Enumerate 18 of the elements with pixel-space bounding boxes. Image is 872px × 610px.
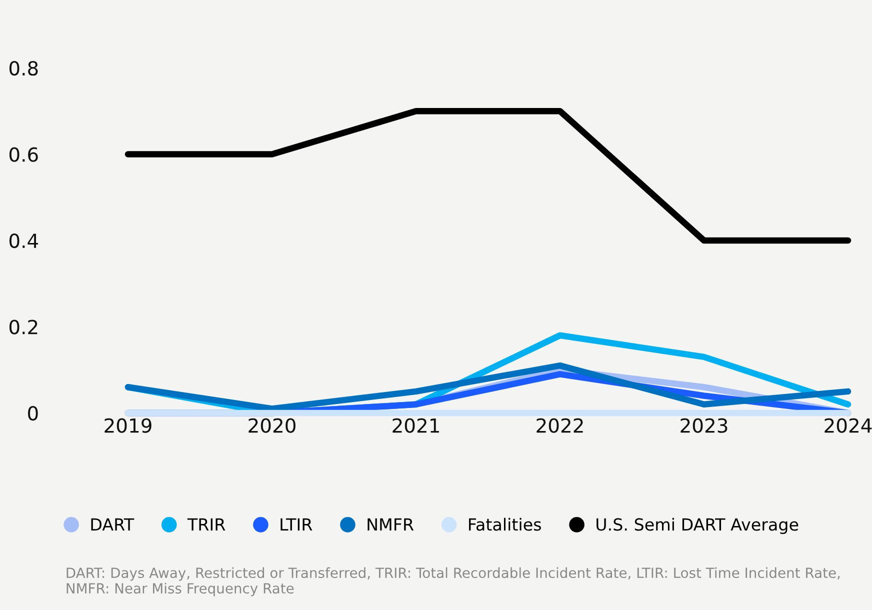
legend-label: U.S. Semi DART Average — [596, 518, 798, 534]
text: DART: Days Away, Restricted or Transferred, TRIR: Total Recordable Incident Rate, LTIR: Lost Time Incident Rate, NMFR: Near Miss Frequency Rate — [66, 567, 840, 596]
y-tick-label: 0.8 — [9, 60, 38, 76]
legend-label: TRIR — [187, 518, 226, 531]
x-tick-label: 2019 — [104, 418, 152, 433]
x-tick-label: 2020 — [248, 418, 296, 433]
x-tick-label: 2023 — [680, 418, 728, 433]
legend-label: NMFR — [368, 518, 414, 531]
legend-label: LTIR — [280, 518, 312, 531]
x-tick-label: 2021 — [392, 418, 439, 433]
x-tick-label: 2024 — [824, 418, 872, 433]
y-tick-label: 0.6 — [9, 147, 38, 162]
legend-label: DART — [91, 518, 134, 531]
y-tick-label: 0.2 — [9, 320, 38, 334]
y-tick-label: 0.4 — [9, 233, 38, 248]
legend-label: Fatalities — [469, 518, 541, 531]
y-tick-label: 0 — [28, 406, 38, 421]
x-tick-label: 2022 — [536, 418, 583, 433]
